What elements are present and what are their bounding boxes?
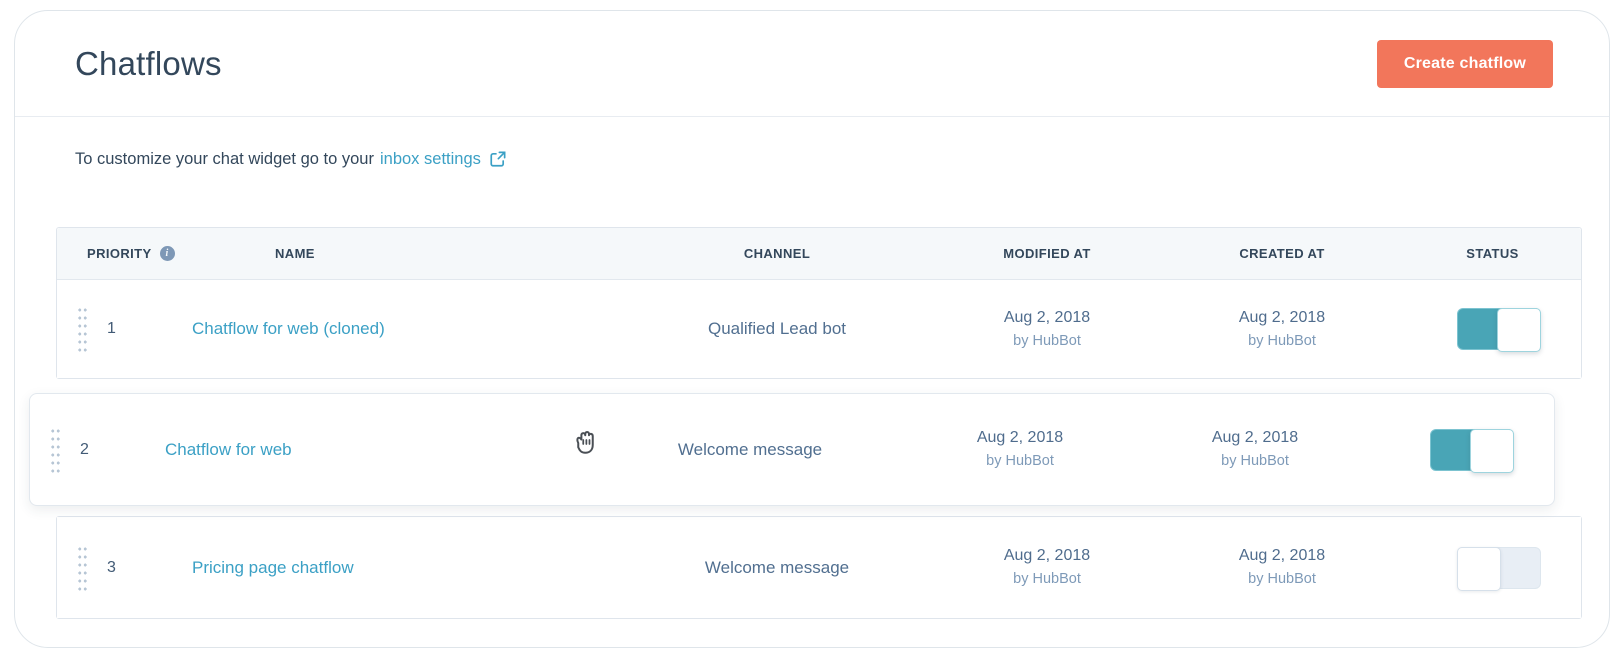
modified-by: by HubBot [1013,571,1081,587]
column-header-name: NAME [275,246,315,261]
table-header-row: PRIORITY i NAME CHANNEL MODIFIED AT CREA… [57,228,1581,280]
page-title: Chatflows [75,44,222,82]
table-row-dragging[interactable]: 2 Chatflow for web Welcome message Aug 2… [29,393,1555,506]
status-toggle[interactable] [1430,428,1514,473]
column-header-status: STATUS [1466,246,1519,261]
drag-handle-icon[interactable] [77,544,87,591]
modified-date: Aug 2, 2018 [1003,547,1091,564]
priority-value: 3 [107,558,116,576]
status-toggle[interactable] [1457,308,1541,352]
created-date: Aug 2, 2018 [1211,429,1299,446]
drag-handle-icon[interactable] [50,426,60,473]
chatflow-name-link[interactable]: Chatflow for web [165,439,292,459]
table-row: 3 Pricing page chatflow Welcome message … [57,517,1581,618]
column-header-created-at: CREATED AT [1239,246,1325,261]
modified-by: by HubBot [986,453,1054,469]
column-header-priority: PRIORITY i [57,246,192,261]
toggle-knob [1470,428,1514,473]
column-header-modified-at: MODIFIED AT [1003,246,1091,261]
priority-value: 1 [107,320,116,337]
priority-value: 2 [80,440,89,458]
channel-value: Welcome message [677,439,823,459]
modified-date: Aug 2, 2018 [976,429,1064,446]
created-by: by HubBot [1248,571,1316,587]
priority-info-icon[interactable]: i [159,246,175,261]
create-chatflow-button[interactable]: Create chatflow [1376,39,1553,88]
page-header: Chatflows Create chatflow [15,11,1609,117]
channel-value: Qualified Lead bot [708,319,846,338]
toggle-knob [1497,308,1541,352]
inbox-settings-link[interactable]: inbox settings [379,150,481,168]
channel-value: Welcome message [704,557,850,577]
intro-text-label: To customize your chat widget go to your [75,150,374,168]
drag-handle-icon[interactable] [77,306,87,352]
status-toggle[interactable] [1457,546,1541,591]
modified-by: by HubBot [1013,332,1081,349]
created-by: by HubBot [1221,453,1289,469]
modified-date: Aug 2, 2018 [1003,308,1091,326]
external-link-icon[interactable] [489,150,507,173]
chatflows-panel: Chatflows Create chatflow To customize y… [14,10,1610,648]
chatflows-table: PRIORITY i NAME CHANNEL MODIFIED AT CREA… [56,227,1582,379]
created-by: by HubBot [1248,332,1316,349]
created-date: Aug 2, 2018 [1238,308,1326,326]
toggle-knob [1457,546,1501,591]
chatflow-name-link[interactable]: Pricing page chatflow [192,557,354,577]
chatflow-name-link[interactable]: Chatflow for web (cloned) [192,319,385,338]
chatflows-table-continued: 3 Pricing page chatflow Welcome message … [56,516,1582,619]
created-date: Aug 2, 2018 [1238,547,1326,564]
intro-text: To customize your chat widget go to your… [75,148,1549,171]
column-header-channel: CHANNEL [743,246,811,261]
table-row: 1 Chatflow for web (cloned) Qualified Le… [57,280,1581,378]
